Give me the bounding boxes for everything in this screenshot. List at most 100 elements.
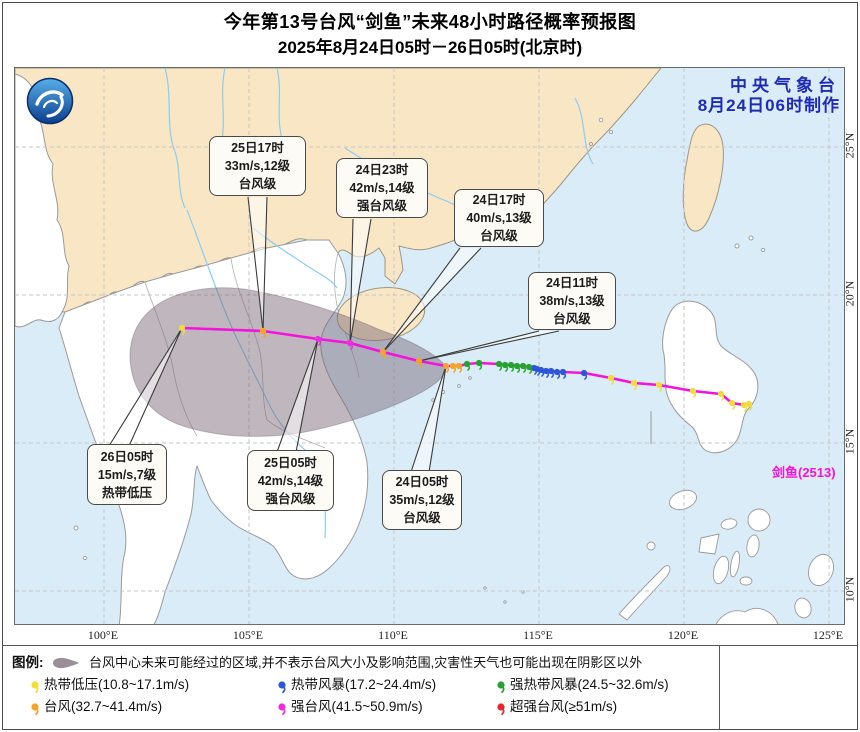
track-point-TD	[178, 324, 186, 335]
legend-item-STS: 强热带风暴(24.5~32.6m/s)	[495, 673, 669, 694]
legend-item-label: 热带风暴(17.2~24.4m/s)	[291, 677, 437, 692]
track-point-TD	[740, 401, 748, 412]
cma-logo	[26, 77, 74, 125]
callout-time: 24日05时	[395, 475, 449, 489]
typhoon-track-layer	[178, 324, 753, 412]
lat-tick-label: 20°N	[842, 280, 857, 307]
lat-tick-label: 15°N	[842, 428, 857, 455]
callout-category: 强台风级	[265, 491, 316, 506]
callout-time: 25日17时	[231, 141, 284, 155]
callout-category: 台风级	[480, 229, 518, 243]
legend-item-TS: 热带风暴(17.2~24.4m/s)	[276, 673, 436, 694]
track-point-STS	[525, 363, 533, 374]
legend-item-label: 台风(32.7~41.4m/s)	[44, 699, 163, 714]
track-point-TY	[415, 357, 423, 368]
lon-tick-label: 115°E	[523, 628, 553, 642]
legend-item-TY: 台风(32.7~41.4m/s)	[29, 695, 162, 716]
callout-wind: 35m/s,12级	[389, 493, 455, 507]
track-point-TY	[449, 362, 457, 373]
intensity-symbol	[497, 703, 505, 716]
callout-wind: 42m/s,14级	[257, 473, 324, 488]
callout-category: 台风级	[403, 511, 441, 525]
track-point-STS	[507, 361, 515, 372]
leader-line	[382, 247, 461, 353]
legend-item-label: 强热带风暴(24.5~32.6m/s)	[510, 677, 669, 692]
legend-item-label: 强台风(41.5~50.9m/s)	[291, 699, 423, 714]
track-point-TD	[717, 390, 725, 401]
legend-item-TD: 热带低压(10.8~17.1m/s)	[29, 673, 189, 694]
track-point-STY	[346, 339, 354, 350]
forecast-callout: 24日11时 38m/s,13级 台风级	[528, 272, 616, 330]
track-point-STS	[495, 360, 503, 371]
legend-item-STY: 强台风(41.5~50.9m/s)	[276, 695, 423, 716]
track-point-TD	[655, 381, 663, 392]
leader-line	[418, 330, 540, 362]
leader-line	[262, 196, 268, 332]
track-point-STS	[475, 359, 483, 370]
intensity-symbol	[278, 681, 286, 694]
track-point-TS	[547, 367, 555, 378]
leader-line	[418, 330, 560, 362]
track-point-TS	[553, 368, 561, 379]
lon-tick-label: 105°E	[232, 628, 264, 642]
leader-line	[410, 365, 447, 473]
callout-time: 24日11时	[545, 276, 599, 290]
track-point-TD	[728, 399, 736, 410]
forecast-callout: 24日05时 35m/s,12级 台风级	[382, 470, 462, 530]
legend-title-row: 图例: 台风中心未来可能经过的区域,并不表示台风大小及影响范围,灾害性天气也可能…	[12, 651, 642, 671]
callout-category: 强台风级	[356, 199, 407, 213]
track-point-TS	[559, 368, 567, 379]
legend-divider	[719, 646, 720, 729]
callout-time: 24日23时	[355, 163, 409, 177]
track-point-TY	[379, 348, 387, 359]
storm-name-label: 剑鱼(2513)	[772, 465, 836, 480]
callout-time: 26日05时	[100, 449, 154, 464]
legend-panel: 图例: 台风中心未来可能经过的区域,并不表示台风大小及影响范围,灾害性天气也可能…	[3, 645, 857, 729]
track-point-STS	[463, 360, 471, 371]
cone-legend-caption: 台风中心未来可能经过的区域,并不表示台风大小及影响范围,灾害性天气也可能出现在阴…	[89, 655, 643, 670]
track-point-STY	[314, 335, 322, 346]
forecast-callout: 25日05时 42m/s,14级 强台风级	[247, 450, 334, 511]
callout-category: 台风级	[553, 312, 591, 326]
lon-tick-label: 100°E	[87, 628, 119, 642]
map-canvas: 剑鱼(2513)	[14, 67, 845, 625]
forecast-callout: 26日05时 15m/s,7级 热带低压	[87, 444, 167, 505]
callout-time: 25日05时	[264, 455, 317, 470]
callout-wind: 38m/s,13级	[539, 294, 605, 308]
map-graphics	[15, 68, 844, 624]
forecast-callout: 24日23时 42m/s,14级 强台风级	[336, 158, 428, 218]
legend-item-label: 热带低压(10.8~17.1m/s)	[44, 677, 190, 692]
track-point-TD	[689, 387, 697, 398]
lon-tick-label: 110°E	[378, 628, 408, 642]
track-point-TD	[607, 374, 615, 385]
forecast-callout: 25日17时 33m/s,12级 台风级	[209, 136, 306, 196]
callout-category: 台风级	[238, 177, 277, 191]
small-islands	[73, 117, 834, 624]
callout-category: 热带低压	[101, 485, 152, 500]
callout-time: 24日17时	[472, 193, 526, 207]
taiwan-island	[682, 123, 724, 232]
track-point-TS	[530, 364, 538, 375]
issue-time: 8月24日06时制作	[697, 96, 840, 115]
cone-legend-icon	[53, 657, 80, 669]
lat-tick-label: 25°N	[842, 132, 857, 159]
lon-tick-label: 125°E	[812, 628, 844, 642]
track-point-STS	[501, 361, 509, 372]
probability-cone-layer	[129, 287, 447, 437]
leader-line	[276, 338, 319, 453]
track-point-TD	[745, 400, 753, 411]
leader-line	[349, 218, 372, 344]
page-subtitle: 2025年8月24日05时－26日05时(北京时)	[277, 38, 583, 57]
track-point-TY	[259, 327, 267, 338]
callout-wind: 40m/s,13级	[466, 211, 532, 225]
intensity-symbol	[31, 681, 39, 694]
page-title: 今年第13号台风“剑鱼”未来48小时路径概率预报图	[223, 12, 637, 32]
track-point-STS	[513, 362, 521, 373]
callout-wind: 15m/s,7级	[97, 467, 157, 482]
legend-label: 图例:	[12, 655, 44, 670]
issuer-name: 中央气象台	[730, 76, 840, 95]
probability-cone	[129, 287, 447, 437]
leader-line	[247, 196, 264, 332]
legend-item-label: 超强台风(≥51m/s)	[510, 699, 618, 714]
leader-line	[382, 247, 482, 353]
